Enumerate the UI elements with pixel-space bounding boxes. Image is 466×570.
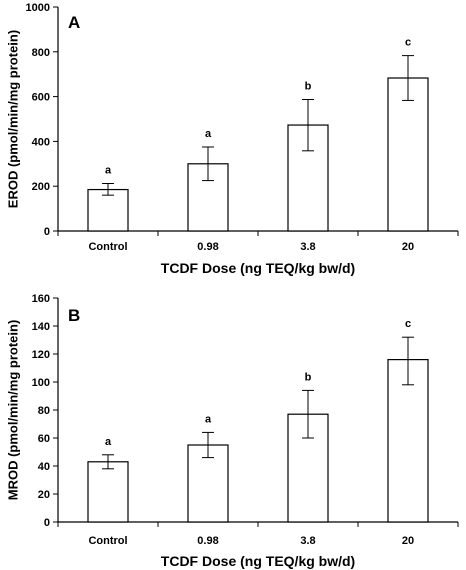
y-tick-label: 160 bbox=[32, 293, 50, 305]
bar-a-0 bbox=[87, 188, 129, 232]
y-tick-label: 40 bbox=[38, 461, 50, 473]
x-tick-label: 20 bbox=[402, 241, 414, 253]
x-tick-label: 20 bbox=[402, 535, 414, 547]
y-tick-label: 120 bbox=[32, 349, 50, 361]
y-tick-label: 800 bbox=[32, 47, 50, 59]
panel-letter: B bbox=[68, 306, 80, 325]
y-tick-label: 60 bbox=[38, 433, 50, 445]
y-tick-label: 140 bbox=[32, 321, 50, 333]
significance-letter: a bbox=[105, 165, 112, 177]
y-tick-label: 80 bbox=[38, 405, 50, 417]
y-tick-label: 0 bbox=[44, 517, 50, 529]
y-tick-label: 100 bbox=[32, 377, 50, 389]
y-axis-title: EROD (pmol/min/mg protein) bbox=[5, 30, 20, 208]
significance-letter: b bbox=[305, 371, 312, 383]
x-tick-label: 3.8 bbox=[300, 241, 315, 253]
significance-letter: a bbox=[205, 413, 212, 425]
bar-b-3 bbox=[387, 359, 429, 523]
significance-letter: a bbox=[105, 436, 112, 448]
y-tick-label: 200 bbox=[32, 181, 50, 193]
y-tick-label: 400 bbox=[32, 136, 50, 148]
significance-letter: b bbox=[305, 81, 312, 93]
y-axis-title: MROD (pmol/min/mg protein) bbox=[5, 320, 20, 501]
x-tick-label: 0.98 bbox=[197, 535, 218, 547]
bar-b-0 bbox=[87, 461, 129, 523]
x-axis-title: TCDF Dose (ng TEQ/kg bw/d) bbox=[161, 553, 355, 569]
y-tick-label: 600 bbox=[32, 92, 50, 104]
y-tick-label: 20 bbox=[38, 489, 50, 501]
x-tick-label: 3.8 bbox=[300, 535, 315, 547]
significance-letter: c bbox=[405, 37, 411, 49]
panel-letter: A bbox=[68, 13, 80, 32]
significance-letter: a bbox=[205, 128, 212, 140]
significance-letter: c bbox=[405, 318, 411, 330]
y-tick-label: 1000 bbox=[26, 2, 50, 14]
x-axis-title: TCDF Dose (ng TEQ/kg bw/d) bbox=[161, 260, 355, 276]
x-tick-label: Control bbox=[88, 241, 127, 253]
y-tick-label: 0 bbox=[44, 226, 50, 238]
bar-a-3 bbox=[387, 77, 429, 232]
x-tick-label: Control bbox=[88, 535, 127, 547]
x-tick-label: 0.98 bbox=[197, 241, 218, 253]
